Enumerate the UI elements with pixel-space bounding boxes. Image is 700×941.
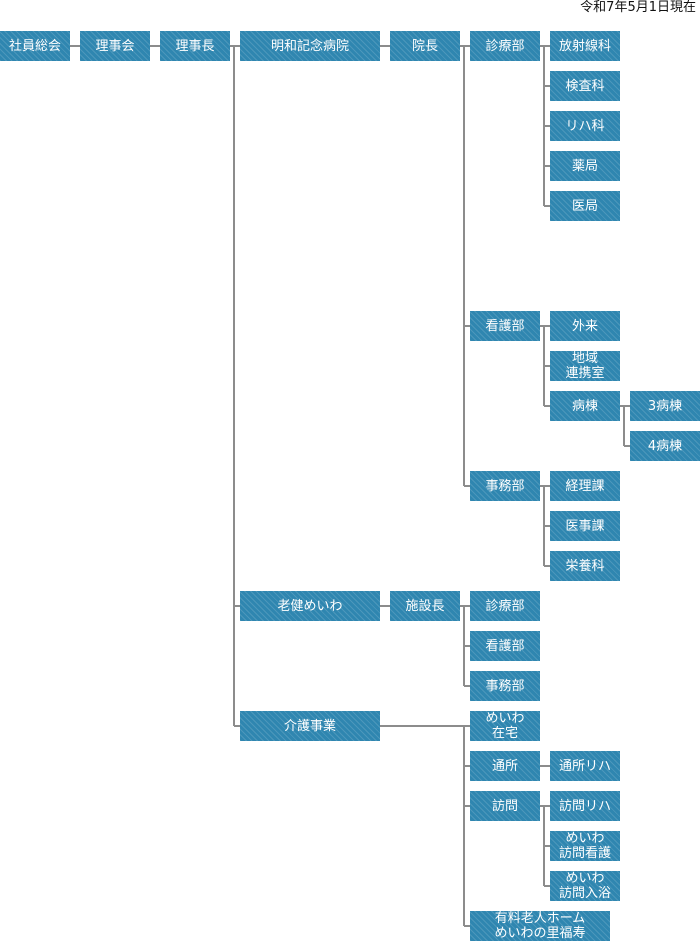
node-label-line1: めいわ [565, 831, 605, 846]
node-label: 3病棟 [647, 398, 683, 414]
node-hospital[interactable]: 明和記念病院 [240, 31, 380, 61]
node-label: 明和記念病院 [270, 38, 349, 54]
node-regional-liaison[interactable]: 地域 連携室 [550, 351, 620, 381]
node-medical-affairs[interactable]: 医事課 [550, 511, 620, 541]
node-outpatient[interactable]: 外来 [550, 311, 620, 341]
node-roken-medical-dept[interactable]: 診療部 [470, 591, 540, 621]
node-nursing-home[interactable]: 有料老人ホーム めいわの里福寿 [470, 911, 610, 941]
node-ward-4[interactable]: 4病棟 [630, 431, 700, 461]
node-hospital-nursing-dept[interactable]: 看護部 [470, 311, 540, 341]
node-ward-3[interactable]: 3病棟 [630, 391, 700, 421]
node-label: 社員総会 [8, 38, 61, 54]
node-roken-admin-dept[interactable]: 事務部 [470, 671, 540, 701]
node-care-business[interactable]: 介護事業 [240, 711, 380, 741]
node-lab[interactable]: 検査科 [550, 71, 620, 101]
node-label: 事務部 [485, 478, 525, 494]
node-board[interactable]: 理事会 [80, 31, 150, 61]
node-label: リハ科 [565, 118, 605, 134]
node-label-line1: 有料老人ホーム [494, 911, 586, 926]
node-label: 医事課 [565, 518, 605, 534]
node-label-line2: 訪問入浴 [558, 886, 611, 901]
node-day-service[interactable]: 通所 [470, 751, 540, 781]
node-label: 介護事業 [283, 718, 336, 734]
node-label: 経理課 [565, 478, 605, 494]
node-visit-rehab[interactable]: 訪問リハ [550, 791, 620, 821]
node-rehab[interactable]: リハ科 [550, 111, 620, 141]
node-visit-bathing[interactable]: めいわ 訪問入浴 [550, 871, 620, 901]
node-medical-office[interactable]: 医局 [550, 191, 620, 221]
node-visit[interactable]: 訪問 [470, 791, 540, 821]
node-label: 診療部 [485, 38, 525, 54]
node-radiology[interactable]: 放射線科 [550, 31, 620, 61]
node-label: 検査科 [565, 78, 605, 94]
node-roken-meiwa[interactable]: 老健めいわ [240, 591, 380, 621]
node-label-line2: 訪問看護 [558, 846, 611, 861]
node-label: 理事長 [175, 38, 215, 54]
node-label: 診療部 [485, 598, 525, 614]
node-label: 訪問リハ [558, 798, 611, 814]
node-label-line1: 地域 [571, 351, 598, 366]
node-label: 病棟 [571, 398, 598, 414]
node-meiwa-home-care[interactable]: めいわ 在宅 [470, 711, 540, 741]
node-label: 事務部 [485, 678, 525, 694]
as-of-date: 令和7年5月1日現在 [580, 0, 696, 15]
node-label-line2: めいわの里福寿 [494, 926, 586, 941]
node-roken-nursing-dept[interactable]: 看護部 [470, 631, 540, 661]
node-label: 院長 [411, 38, 438, 54]
node-ward[interactable]: 病棟 [550, 391, 620, 421]
node-day-rehab[interactable]: 通所リハ [550, 751, 620, 781]
node-label: 理事会 [95, 38, 135, 54]
node-label: 看護部 [485, 318, 525, 334]
node-label: 老健めいわ [277, 598, 343, 614]
node-label: 通所 [491, 758, 518, 774]
node-label: 4病棟 [647, 438, 683, 454]
node-label: 医局 [571, 198, 598, 214]
node-label-line2: 在宅 [491, 726, 518, 741]
node-label-line1: めいわ [485, 711, 525, 726]
node-label: 施設長 [405, 598, 445, 614]
node-nutrition[interactable]: 栄養科 [550, 551, 620, 581]
node-hospital-medical-dept[interactable]: 診療部 [470, 31, 540, 61]
node-accounting[interactable]: 経理課 [550, 471, 620, 501]
node-label: 訪問 [491, 798, 518, 814]
node-label: 外来 [571, 318, 598, 334]
node-label-line1: めいわ [565, 871, 605, 886]
node-label: 放射線科 [558, 38, 611, 54]
node-label: 通所リハ [558, 758, 611, 774]
node-label: 栄養科 [565, 558, 605, 574]
node-visit-nursing[interactable]: めいわ 訪問看護 [550, 831, 620, 861]
node-hospital-admin-dept[interactable]: 事務部 [470, 471, 540, 501]
node-general-meeting[interactable]: 社員総会 [0, 31, 70, 61]
node-director[interactable]: 院長 [390, 31, 460, 61]
node-label: 看護部 [485, 638, 525, 654]
node-chairman[interactable]: 理事長 [160, 31, 230, 61]
node-label: 薬局 [571, 158, 598, 174]
node-pharmacy[interactable]: 薬局 [550, 151, 620, 181]
node-facility-head[interactable]: 施設長 [390, 591, 460, 621]
node-label-line2: 連携室 [565, 366, 605, 381]
